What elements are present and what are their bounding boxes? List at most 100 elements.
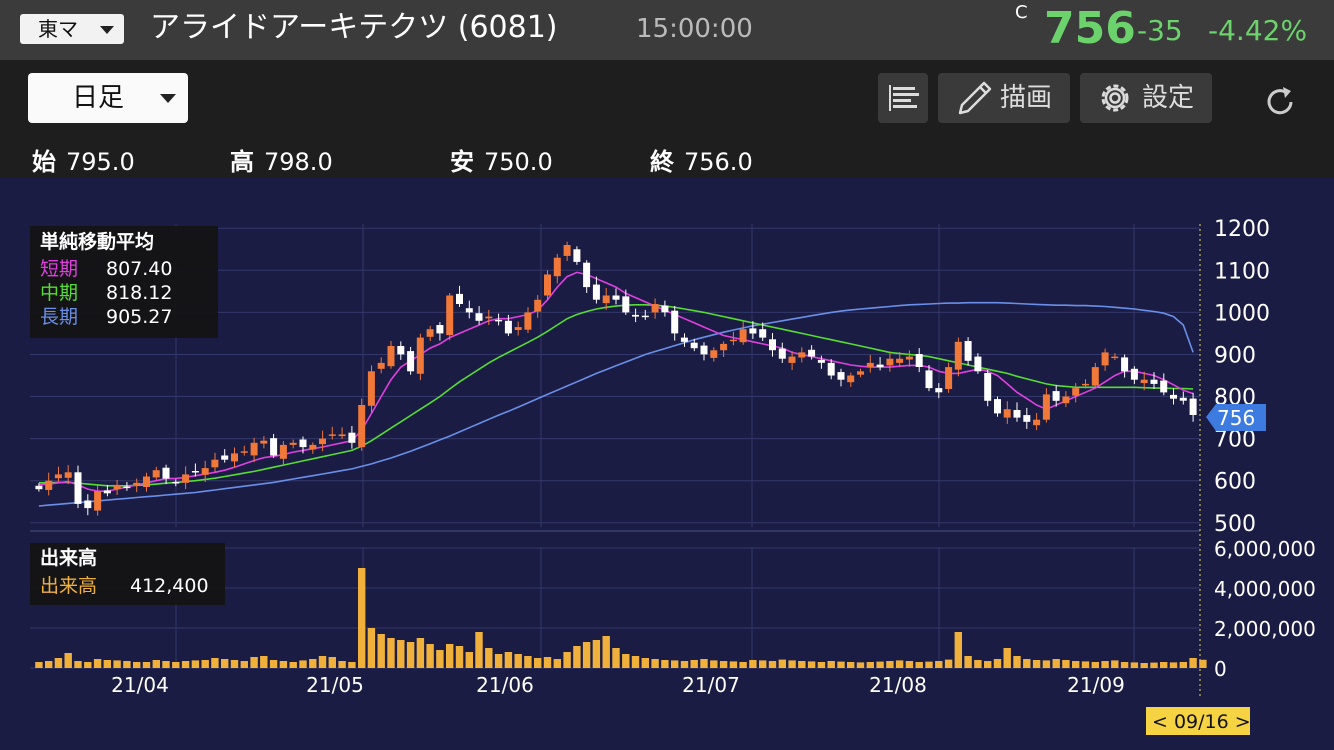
- date-tick-label: 21/07: [682, 673, 740, 697]
- candle-up: [739, 329, 747, 343]
- candle-up: [798, 352, 806, 358]
- candle-down: [915, 354, 923, 367]
- volume-bar: [592, 640, 601, 668]
- volume-bar: [631, 656, 640, 668]
- chart-area[interactable]: [0, 178, 1334, 750]
- volume-bar: [230, 660, 239, 668]
- volume-bar: [1032, 660, 1041, 668]
- volume-tick-label: 0: [1214, 657, 1227, 681]
- sma-mid-value: 818.12: [106, 282, 172, 304]
- price-tick-label: 1200: [1214, 217, 1270, 242]
- volume-bar: [133, 662, 141, 668]
- volume-bar: [866, 662, 874, 668]
- settings-button[interactable]: 設定: [1080, 73, 1212, 123]
- volume-bar: [367, 628, 376, 668]
- candle-up: [211, 459, 219, 468]
- volume-bar: [446, 644, 454, 668]
- candle-up: [113, 484, 121, 490]
- market-select[interactable]: 東マ: [20, 14, 124, 44]
- candle-up: [240, 451, 248, 453]
- volume-bar: [309, 659, 317, 668]
- candle-down: [74, 472, 82, 504]
- candlesticks: [35, 241, 1197, 516]
- volume-bar: [84, 662, 92, 668]
- candle-down: [1121, 357, 1129, 372]
- refresh-icon[interactable]: [1262, 84, 1298, 120]
- settings-label: 設定: [1142, 83, 1195, 113]
- sma-legend-title: 単純移動平均: [40, 230, 154, 253]
- candle-down: [573, 249, 581, 262]
- candle-down: [641, 315, 649, 318]
- volume-bar: [1042, 660, 1051, 668]
- volume-bar: [221, 659, 229, 668]
- candle-down: [35, 485, 43, 490]
- ohlc-high: 高 798.0: [230, 148, 333, 176]
- candle-up: [45, 480, 53, 490]
- draw-button[interactable]: 描画: [938, 73, 1070, 123]
- volume-bar: [123, 661, 131, 668]
- volume-bar: [954, 632, 962, 668]
- candle-down: [817, 359, 825, 363]
- candle-up: [309, 444, 317, 450]
- price-tick-label: 1100: [1214, 259, 1270, 284]
- candle-up: [260, 440, 268, 444]
- volume-bar: [974, 660, 982, 668]
- candle-up: [729, 339, 737, 342]
- chevron-down-icon: [100, 26, 114, 34]
- price-marker: 756: [1206, 404, 1266, 431]
- candle-up: [54, 474, 62, 479]
- candle-down: [690, 342, 698, 349]
- volume-bar: [856, 662, 865, 668]
- period-select[interactable]: 日足: [28, 73, 188, 123]
- candle-up: [387, 346, 395, 367]
- candle-down: [1170, 394, 1177, 399]
- candle-up: [485, 316, 493, 319]
- volume-bar: [837, 661, 845, 668]
- volume-bar: [504, 652, 513, 668]
- candle-up: [152, 470, 160, 478]
- volume-bar: [1023, 659, 1031, 668]
- volume-bar: [602, 636, 610, 668]
- candle-up: [857, 371, 864, 375]
- volume-bar: [269, 660, 278, 668]
- volume-bar: [690, 660, 698, 668]
- volume-bar: [1199, 659, 1207, 668]
- volume-bar: [358, 568, 366, 668]
- candle-up: [338, 434, 346, 437]
- volume-bar: [798, 661, 806, 668]
- candle-down: [827, 362, 835, 376]
- candle-down: [994, 399, 1001, 414]
- volume-bar: [289, 662, 297, 668]
- volume-bar: [1130, 662, 1139, 668]
- indicator-list-button[interactable]: [878, 73, 928, 123]
- volume-label: 出来高: [40, 575, 97, 597]
- candle-down: [680, 337, 688, 342]
- volume-bar: [553, 659, 561, 668]
- volume-bar: [299, 660, 307, 668]
- volume-bar: [191, 660, 200, 668]
- volume-bar: [93, 659, 102, 668]
- date-marker[interactable]: < 09/16 >: [1146, 707, 1251, 735]
- candle-up: [182, 474, 190, 483]
- volume-bar: [543, 657, 552, 668]
- candle-down: [632, 314, 639, 317]
- price-tick-label: 900: [1214, 344, 1256, 369]
- sma-legend: 単純移動平均 短期 807.40 中期 818.12 長期 905.27: [30, 226, 218, 338]
- volume-bar: [1062, 660, 1070, 668]
- volume-bar: [1081, 661, 1090, 668]
- sma-long-label: 長期: [40, 306, 78, 328]
- candle-down: [397, 346, 405, 355]
- volume-bar: [250, 657, 258, 668]
- volume-bar: [944, 659, 953, 668]
- candle-up: [524, 312, 532, 330]
- pencil-icon: [958, 81, 992, 115]
- volume-bar: [984, 661, 992, 668]
- candle-up: [319, 438, 326, 445]
- volume-bar: [886, 661, 894, 668]
- current-price: 756: [1044, 3, 1136, 54]
- price-tick-label: 500: [1214, 512, 1256, 537]
- candle-down: [465, 308, 473, 313]
- volume-bar: [534, 658, 542, 668]
- volume-bar: [1052, 659, 1060, 668]
